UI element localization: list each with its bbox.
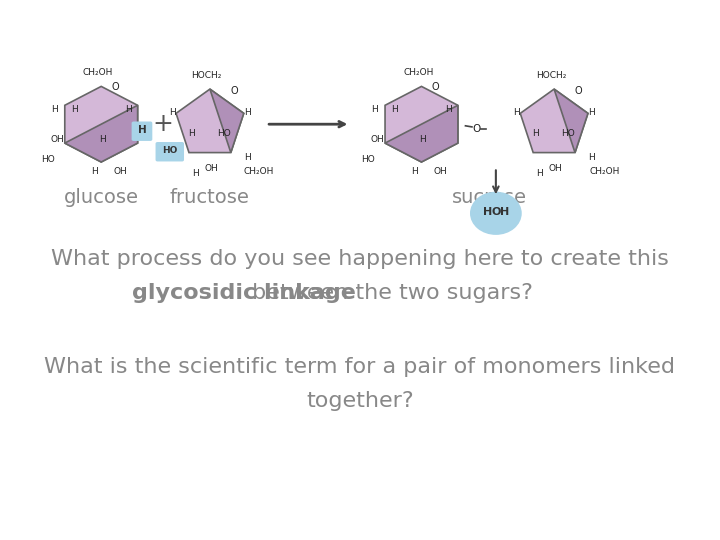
- Text: OH: OH: [434, 167, 448, 176]
- Text: +: +: [152, 112, 173, 136]
- Text: H: H: [500, 207, 509, 217]
- Text: H: H: [445, 105, 452, 113]
- Text: OH: OH: [371, 135, 384, 144]
- Text: H: H: [125, 105, 132, 113]
- Text: O: O: [472, 124, 480, 133]
- Text: H: H: [99, 135, 106, 144]
- Text: H: H: [244, 153, 251, 162]
- Text: OH: OH: [114, 167, 127, 176]
- Text: H: H: [588, 108, 595, 117]
- Text: H: H: [138, 125, 146, 134]
- Text: H: H: [533, 130, 539, 138]
- Text: CH₂OH: CH₂OH: [590, 167, 620, 176]
- Polygon shape: [65, 105, 138, 162]
- Text: together?: together?: [306, 390, 414, 411]
- Polygon shape: [176, 89, 244, 153]
- Text: sucrose: sucrose: [452, 187, 527, 207]
- Text: fructose: fructose: [170, 187, 250, 207]
- Text: H: H: [192, 170, 199, 178]
- Polygon shape: [385, 86, 458, 162]
- Text: HOCH₂: HOCH₂: [536, 71, 566, 80]
- Text: O: O: [432, 83, 439, 92]
- Polygon shape: [521, 89, 588, 153]
- Circle shape: [470, 192, 522, 235]
- Polygon shape: [554, 89, 588, 153]
- Text: O: O: [491, 207, 500, 217]
- Text: H: H: [419, 135, 426, 144]
- Polygon shape: [210, 89, 244, 153]
- Text: HO: HO: [162, 146, 177, 154]
- Text: O: O: [112, 83, 120, 92]
- Text: H: H: [169, 108, 176, 117]
- FancyBboxPatch shape: [156, 142, 184, 161]
- Text: H: H: [372, 105, 378, 113]
- Text: glucose: glucose: [63, 187, 139, 207]
- Text: H: H: [71, 105, 78, 113]
- Text: HO: HO: [562, 130, 575, 138]
- Text: glycosidic linkage: glycosidic linkage: [132, 282, 588, 303]
- Text: H: H: [588, 153, 595, 162]
- Text: HO: HO: [217, 130, 231, 138]
- Polygon shape: [385, 105, 458, 162]
- Text: What is the scientific term for a pair of monomers linked: What is the scientific term for a pair o…: [45, 357, 675, 377]
- Text: OH: OH: [549, 164, 562, 173]
- Text: OH: OH: [204, 164, 218, 173]
- Text: What process do you see happening here to create this: What process do you see happening here t…: [51, 249, 669, 269]
- Text: H: H: [391, 105, 397, 113]
- Text: OH: OH: [50, 135, 64, 144]
- Text: H: H: [412, 167, 418, 176]
- Text: HOCH₂: HOCH₂: [192, 71, 222, 80]
- Text: O: O: [230, 86, 238, 96]
- Text: HO: HO: [41, 155, 55, 164]
- Text: HO: HO: [361, 155, 375, 164]
- Text: H: H: [244, 108, 251, 117]
- Text: H: H: [91, 167, 98, 176]
- Text: H: H: [536, 170, 544, 178]
- Text: H: H: [189, 130, 195, 138]
- Text: H: H: [51, 105, 58, 113]
- Text: CH₂OH: CH₂OH: [403, 69, 433, 77]
- Polygon shape: [65, 86, 138, 162]
- FancyBboxPatch shape: [132, 122, 153, 141]
- Text: O: O: [575, 86, 582, 96]
- Text: H: H: [483, 207, 492, 217]
- Text: H: H: [513, 108, 520, 117]
- Text: CH₂OH: CH₂OH: [243, 167, 274, 176]
- Text: between the two sugars?: between the two sugars?: [188, 282, 532, 303]
- Text: CH₂OH: CH₂OH: [83, 69, 113, 77]
